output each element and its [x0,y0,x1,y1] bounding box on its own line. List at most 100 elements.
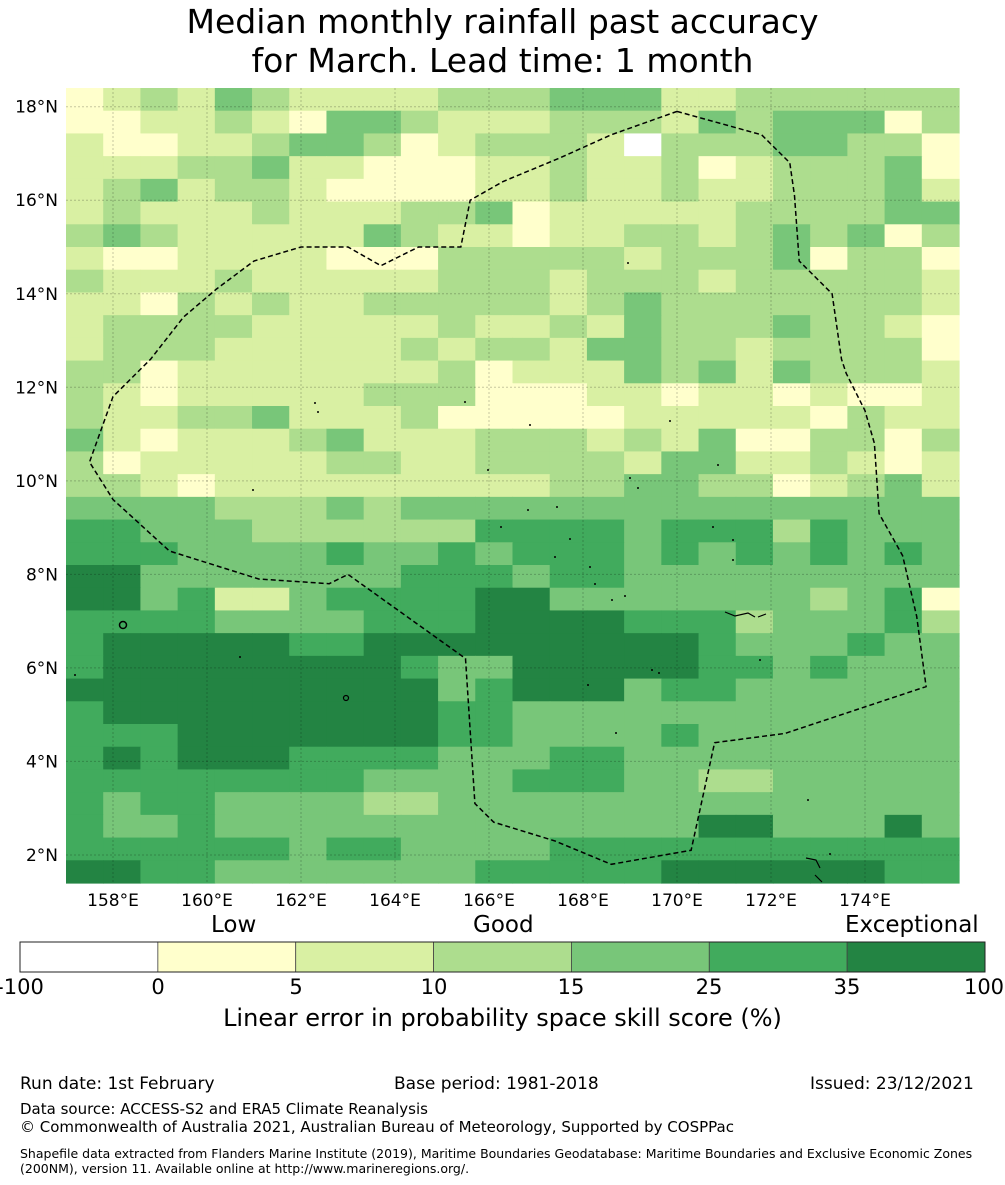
grid-cell [772,88,811,112]
grid-cell [698,519,737,543]
grid-cell [884,360,923,384]
grid-cell [103,315,142,339]
grid-cell [177,860,216,884]
grid-cell [326,110,365,135]
grid-cell [177,156,216,180]
grid-cell [661,837,700,861]
grid-cell [103,201,142,225]
grid-cell [661,542,700,566]
grid-cell [698,837,737,861]
grid-cell [549,360,588,384]
grid-cell [289,451,328,475]
grid-cell [624,292,662,316]
grid-cell [772,565,811,589]
grid-cell [884,133,923,157]
colorbar-segment [571,941,710,973]
grid-cell [326,178,365,203]
grid-cell [698,178,737,203]
island-marker [529,424,531,426]
grid-cell [624,133,662,157]
grid-cell [549,860,588,884]
grid-cell [810,769,848,793]
grid-cell [177,360,216,384]
grid-cell [624,337,662,362]
grid-cell [363,178,402,203]
lon-tick-label: 162°E [275,891,327,911]
grid-cell [475,610,514,634]
grid-cell [252,110,290,135]
grid-cell [512,156,551,180]
grid-cell [512,837,551,861]
grid-cell [475,633,514,657]
grid-cell [140,565,179,589]
grid-cell [326,633,365,657]
grid-cell [252,269,290,294]
grid-cell [140,860,179,884]
grid-cell [810,633,848,657]
grid-cell [772,633,811,657]
grid-cell [289,224,328,248]
grid-cell [810,724,848,748]
grid-cell [735,383,774,407]
grid-cell [586,337,625,362]
grid-cell [177,428,216,453]
grid-cell [661,269,700,294]
grid-cell [884,292,923,316]
grid-cell [884,451,923,475]
grid-cell [847,678,886,702]
grid-cell [624,269,662,294]
grid-cell [103,565,142,589]
grid-cell [363,542,402,566]
grid-cell [549,337,588,362]
grid-cell [66,247,104,271]
grid-cell [475,292,514,316]
grid-cell [624,474,662,498]
grid-cell [661,383,700,407]
lon-tick-label: 158°E [87,891,139,911]
grid-cell [698,792,737,816]
grid-cell [438,474,476,498]
grid-cell [252,610,290,634]
grid-cell [177,565,216,589]
grid-cell [549,724,588,748]
grid-cell [475,814,514,839]
grid-cell [177,519,216,543]
grid-cell [921,247,960,271]
grid-cell [661,519,700,543]
grid-cell [103,337,142,362]
grid-cell [735,655,774,680]
grid-cell [438,88,476,112]
grid-cell [400,428,439,453]
grid-cell [772,292,811,316]
colorbar-tick: 100 [963,975,1005,999]
grid-cell [549,610,588,634]
grid-cell [884,337,923,362]
skill-grid [66,88,960,884]
base-period: Base period: 1981-2018 [394,1074,599,1094]
grid-cell [289,292,328,316]
grid-cell [177,292,216,316]
grid-cell [884,565,923,589]
grid-cell [921,565,960,589]
grid-cell [140,655,179,680]
grid-cell [475,133,514,157]
grid-cell [512,769,551,793]
grid-cell [103,383,142,407]
grid-cell [661,678,700,702]
grid-cell [363,519,402,543]
category-low: Low [211,912,257,938]
grid-cell [289,701,328,725]
map-title: Median monthly rainfall past accuracy fo… [0,2,1005,80]
grid-cell [363,383,402,407]
grid-cell [214,406,253,430]
grid-cell [66,156,104,180]
grid-cell [549,224,588,248]
grid-cell [438,633,476,657]
grid-cell [326,860,365,884]
grid-cell [735,701,774,725]
grid-cell [586,860,625,884]
grid-cell [289,269,328,294]
grid-cell [140,247,179,271]
grid-cell [103,792,142,816]
grid-cell [326,406,365,430]
